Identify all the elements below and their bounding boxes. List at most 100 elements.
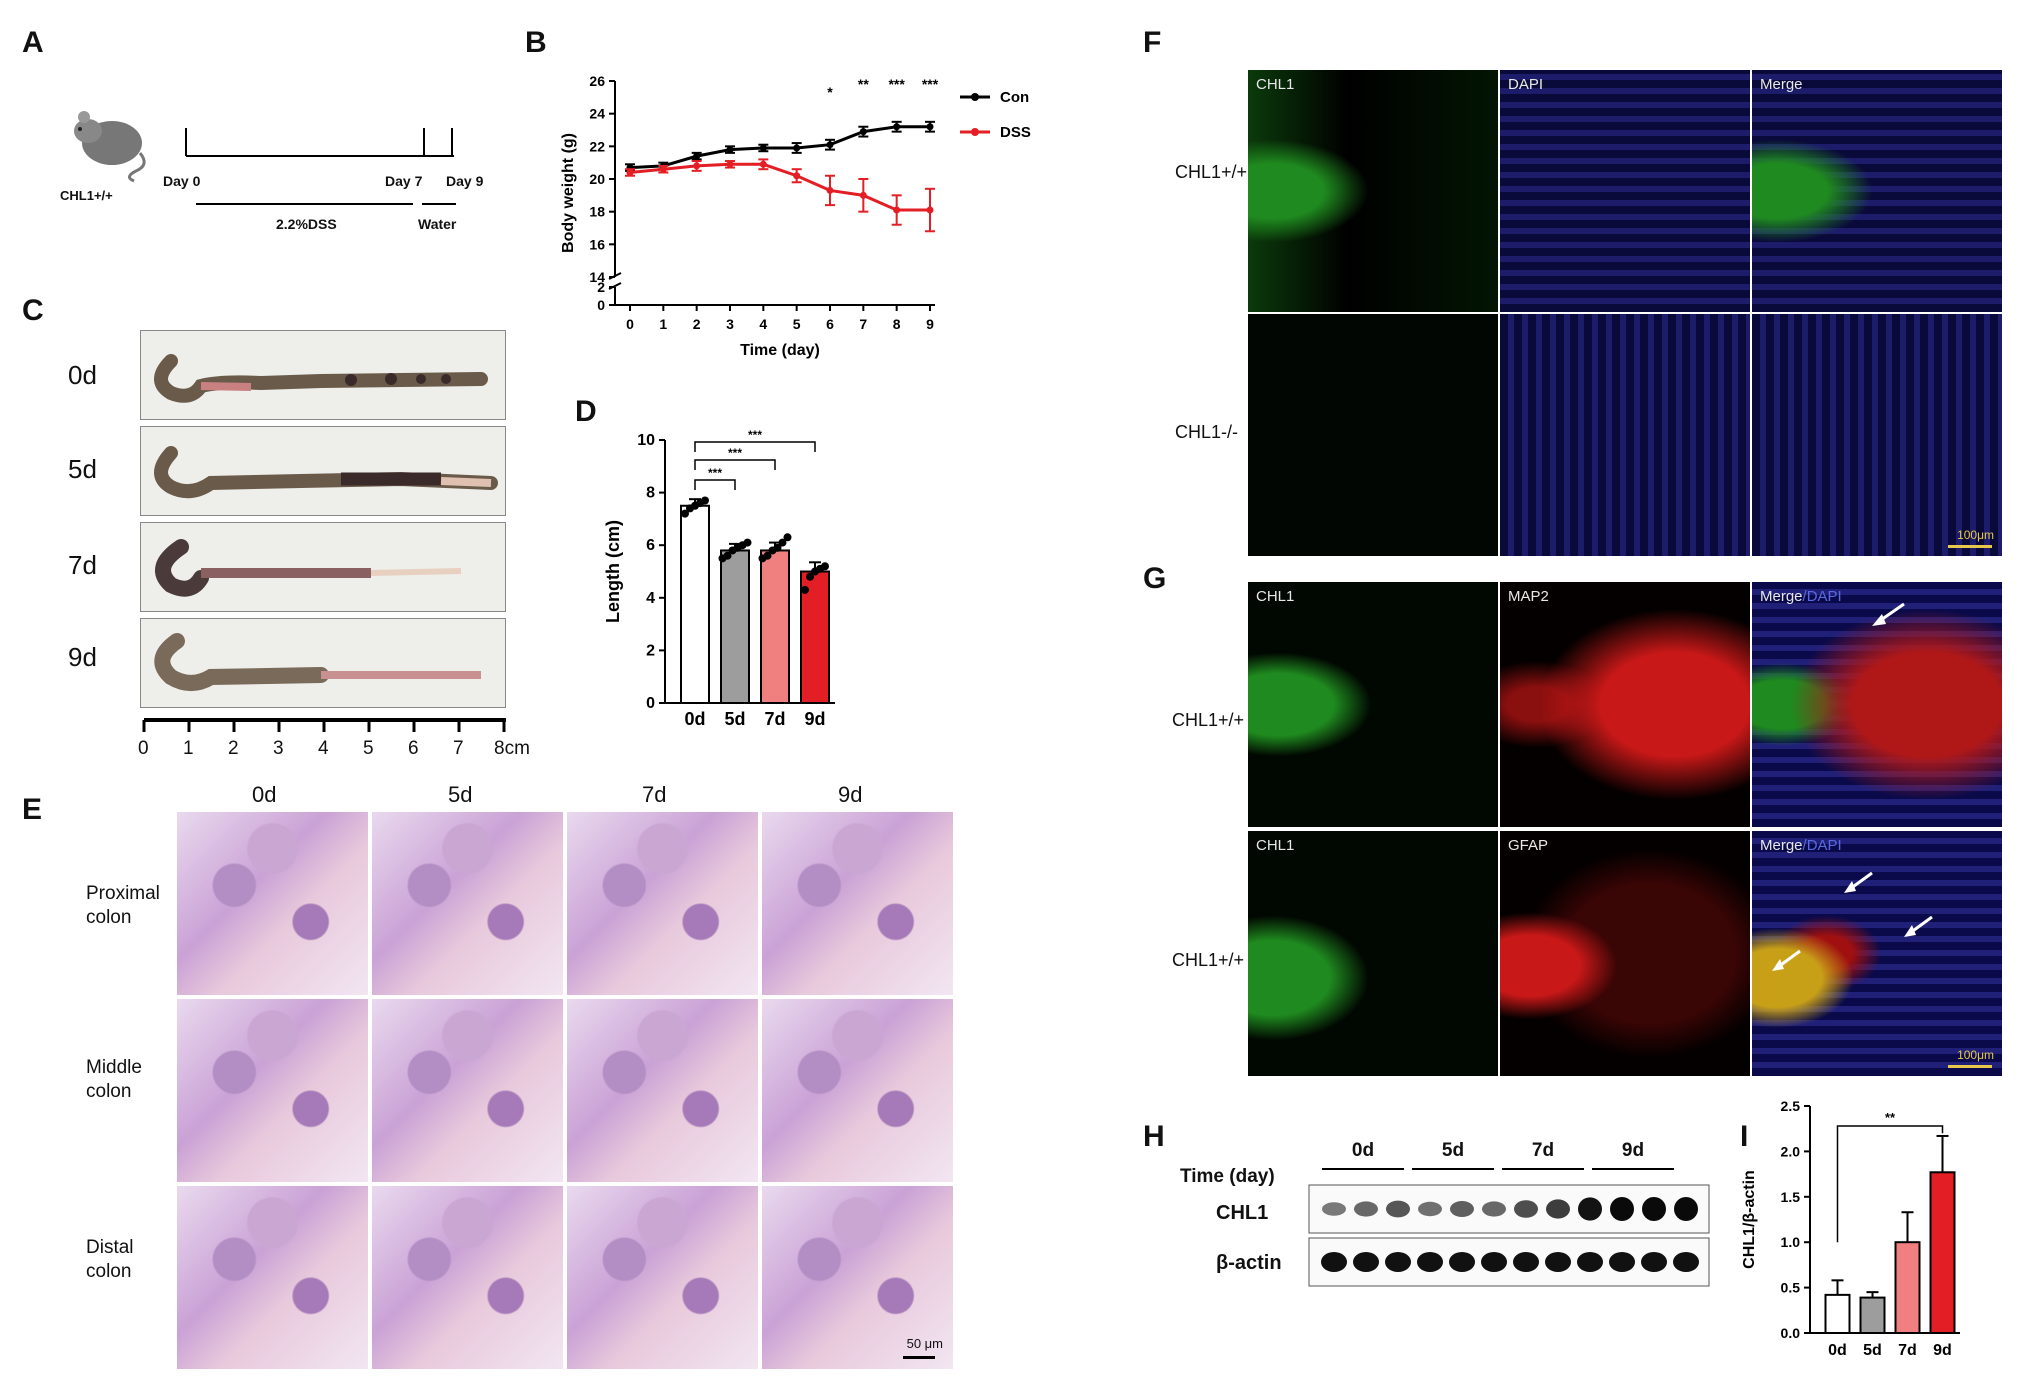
x-tick-label: 1 — [659, 316, 667, 332]
y-tick-label: 0.0 — [1781, 1325, 1801, 1341]
x-tick-label: 9d — [804, 709, 825, 729]
he-middle-9d — [762, 999, 953, 1182]
x-axis-label: Time (day) — [740, 342, 820, 359]
panel-label-a: A — [22, 26, 44, 59]
f-row-label-ko: CHL1-/- — [1175, 422, 1239, 442]
series-line-con — [629, 125, 930, 170]
ruler-tick-6: 6 — [408, 738, 419, 759]
actin-band — [1417, 1252, 1443, 1272]
f-scale-bar-label: 100μm — [1957, 528, 1994, 542]
y-axis-label: Length (cm) — [605, 520, 623, 623]
x-tick-label: 0d — [684, 709, 705, 729]
legend-marker — [971, 128, 979, 136]
significance-bracket — [1836, 1125, 1944, 1243]
significance-label: ** — [858, 76, 869, 92]
x-tick-label: 5 — [793, 316, 801, 332]
he-proximal-9d — [762, 812, 953, 995]
data-point — [759, 144, 767, 152]
h-time-label: Time (day) — [1180, 1166, 1275, 1187]
significance-bracket — [694, 459, 776, 470]
panel-label-e: E — [22, 793, 43, 826]
row-label-5d: 5d — [68, 454, 97, 484]
significance-label: *** — [888, 76, 905, 92]
actin-band — [1577, 1252, 1603, 1272]
y-tick-label: 26 — [589, 73, 605, 89]
x-tick-label: 9 — [926, 316, 934, 332]
x-tick-label: 5d — [1863, 1342, 1882, 1359]
g-merge-top: Merge/DAPI — [1752, 582, 2002, 827]
f-row-label-wt: CHL1+/+ — [1175, 162, 1248, 182]
arrow-icon — [1872, 602, 1905, 626]
data-point — [778, 538, 787, 547]
g-merge-bottom: Merge/DAPI 100μm — [1752, 831, 2002, 1076]
actin-band — [1513, 1252, 1539, 1272]
data-point — [821, 562, 829, 571]
significance-label: *** — [922, 76, 939, 92]
chart-d: 0 2 4 6 8 10 0d 5d 7d 9d Length (cm) *** *** *** — [605, 428, 835, 729]
he-scale-bar — [903, 1356, 935, 1359]
western-blot — [1308, 1184, 1710, 1287]
bar-7d — [1894, 1241, 1921, 1334]
panel-e: 0d 5d 7d 9d Proximal colon Middle colon Di… — [0, 780, 970, 1380]
significance-label: *** — [708, 466, 722, 480]
ruler-tick-5: 5 — [363, 738, 374, 759]
y-tick-label: 16 — [589, 236, 605, 252]
bar-7d — [760, 549, 790, 704]
ruler-tick-7: 7 — [453, 738, 464, 759]
y-tick-label: 1.0 — [1781, 1234, 1801, 1250]
y-axis-label: Body weight (g) — [560, 133, 577, 253]
y-tick-label: 0.5 — [1781, 1280, 1801, 1296]
y-tick-label: 4 — [646, 590, 655, 607]
he-middle-0d — [177, 999, 368, 1182]
x-tick-label: 0 — [626, 316, 634, 332]
he-row-distal: Distal colon — [86, 1237, 134, 1282]
timeline-water: Water — [418, 216, 457, 232]
data-point — [801, 585, 809, 594]
ruler-tick-8: 8cm — [494, 738, 530, 759]
bar-9d — [1929, 1171, 1956, 1334]
chl1-band — [1322, 1202, 1346, 1216]
ruler-tick-1: 1 — [183, 738, 194, 759]
y-tick-label: 22 — [589, 138, 605, 154]
data-point — [826, 141, 834, 149]
g-row-label-bottom: CHL1+/+ — [1172, 950, 1245, 970]
data-point — [693, 162, 701, 170]
h-group-7d: 7d — [1531, 1140, 1555, 1161]
chart-i: 0.0 0.5 1.0 1.5 2.0 2.5 0d 5d 7d 9d CHL1/β-actin ** — [1741, 1100, 1960, 1359]
panel-g: CHL1+/+ CHL1+/+ CHL1 MAP2 Merge/DAPI CHL… — [1160, 570, 2020, 1090]
y-tick-label: 10 — [637, 432, 655, 449]
x-tick-label: 2 — [693, 316, 701, 332]
data-point — [806, 572, 814, 581]
data-point — [859, 191, 867, 199]
he-middle-5d — [372, 999, 563, 1182]
colon-photo-9d — [140, 618, 506, 708]
actin-band — [1609, 1252, 1635, 1272]
y-tick-label: 6 — [646, 537, 655, 554]
he-row-proximal: Proximal colon — [86, 883, 160, 928]
x-tick-label: 6 — [826, 316, 834, 332]
he-col-7d: 7d — [642, 782, 667, 807]
colon-photo-5d — [140, 426, 506, 516]
y-tick-label: 24 — [589, 106, 605, 122]
y-tick-label: 1.5 — [1781, 1189, 1801, 1205]
y-tick-label: 18 — [589, 204, 605, 220]
h-band-label-actin: β-actin — [1216, 1252, 1282, 1274]
g-map2: MAP2 — [1500, 582, 1750, 827]
chl1-band — [1482, 1201, 1506, 1217]
h-band-label-chl1: CHL1 — [1216, 1202, 1269, 1224]
bar-5d — [720, 549, 750, 704]
bar-5d — [1859, 1296, 1886, 1334]
x-tick-label: 9d — [1933, 1342, 1952, 1359]
ruler — [142, 718, 506, 732]
timeline — [185, 128, 456, 205]
panel-a: CHL1+/+ Day 0 Day 7 Day 9 2.2%DSS Water — [0, 0, 520, 260]
actin-band — [1673, 1252, 1699, 1272]
g-chl1-bottom: CHL1 — [1248, 831, 1498, 1076]
chl1-band — [1546, 1199, 1570, 1219]
chl1-band — [1418, 1201, 1442, 1217]
timeline-day0: Day 0 — [163, 173, 201, 189]
timeline-day7: Day 7 — [385, 173, 423, 189]
ruler-tick-3: 3 — [273, 738, 284, 759]
panel-f: CHL1+/+ CHL1-/- CHL1 DAPI Merge 100μm — [1160, 60, 2020, 560]
g-scale-bar — [1948, 1065, 1992, 1068]
